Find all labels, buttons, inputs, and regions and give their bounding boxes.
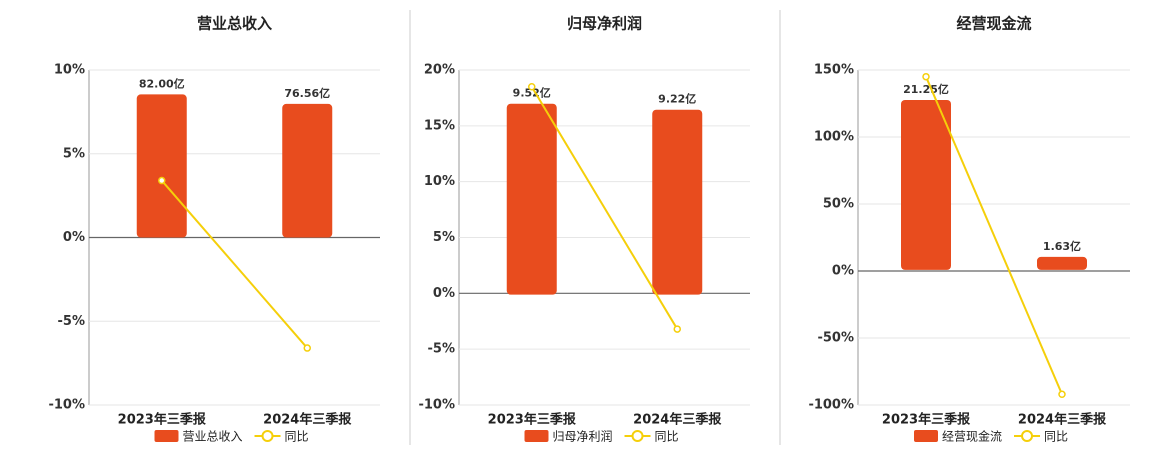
- legend-label: 同比: [655, 430, 679, 444]
- legend-swatch: [524, 430, 549, 442]
- y-tick-label: 0%: [63, 230, 85, 245]
- y-tick-label: 100%: [814, 130, 854, 145]
- line-point: [922, 72, 930, 81]
- legend-label: 归母净利润: [553, 430, 613, 444]
- legend-marker: [1021, 430, 1034, 442]
- value-label: 76.56亿: [284, 86, 330, 100]
- bar: [282, 103, 333, 238]
- x-tick-label: 2023年三季报: [118, 412, 207, 428]
- y-tick-label: 0%: [832, 264, 854, 279]
- legend-label: 同比: [1044, 430, 1068, 444]
- line-point: [673, 325, 681, 333]
- legend-label: 经营现金流: [942, 429, 1002, 444]
- value-label: 21.25亿: [903, 82, 949, 96]
- bar: [901, 99, 951, 270]
- line: [530, 86, 679, 330]
- bar: [1037, 256, 1087, 270]
- chart-title: 归母净利润: [567, 15, 642, 33]
- y-tick-label: 10%: [54, 63, 85, 78]
- legend-swatch: [154, 430, 179, 442]
- y-tick-label: -10%: [48, 398, 85, 413]
- value-label: 9.52亿: [513, 86, 551, 100]
- bar: [652, 109, 703, 295]
- chart-title: 经营现金流: [956, 15, 1031, 33]
- y-tick-label: -5%: [428, 342, 455, 357]
- bar: [136, 94, 187, 238]
- x-tick-label: 2023年三季报: [882, 412, 971, 428]
- legend-label: 营业总收入: [183, 430, 243, 444]
- bar: [506, 103, 557, 295]
- line-point: [528, 83, 536, 91]
- x-tick-label: 2024年三季报: [1018, 412, 1107, 428]
- y-tick-label: 50%: [823, 197, 854, 212]
- y-tick-label: -100%: [808, 398, 854, 413]
- x-tick-label: 2023年三季报: [488, 412, 577, 428]
- x-tick-label: 2024年三季报: [263, 412, 352, 428]
- y-tick-label: -10%: [418, 398, 455, 413]
- legend-marker: [631, 430, 644, 442]
- line: [160, 179, 309, 349]
- legend-label: 同比: [285, 430, 309, 444]
- y-tick-label: 5%: [63, 146, 85, 161]
- y-tick-label: 15%: [424, 118, 455, 133]
- line-point: [1058, 390, 1066, 399]
- line-point: [303, 344, 311, 352]
- y-tick-label: 5%: [433, 230, 455, 245]
- line-point: [158, 176, 166, 185]
- x-tick-label: 2024年三季报: [633, 412, 722, 428]
- value-label: 82.00亿: [139, 76, 185, 90]
- y-tick-label: 0%: [433, 286, 455, 301]
- legend-marker: [261, 430, 274, 442]
- value-label: 1.63亿: [1043, 239, 1081, 253]
- legend-swatch: [914, 430, 938, 442]
- y-tick-label: -50%: [817, 331, 854, 346]
- line: [925, 76, 1063, 395]
- value-label: 9.22亿: [658, 92, 696, 106]
- y-tick-label: 150%: [814, 63, 854, 78]
- y-tick-label: -5%: [58, 314, 85, 329]
- y-tick-label: 20%: [424, 63, 455, 78]
- chart-title: 营业总收入: [197, 15, 272, 33]
- y-tick-label: 10%: [424, 174, 455, 189]
